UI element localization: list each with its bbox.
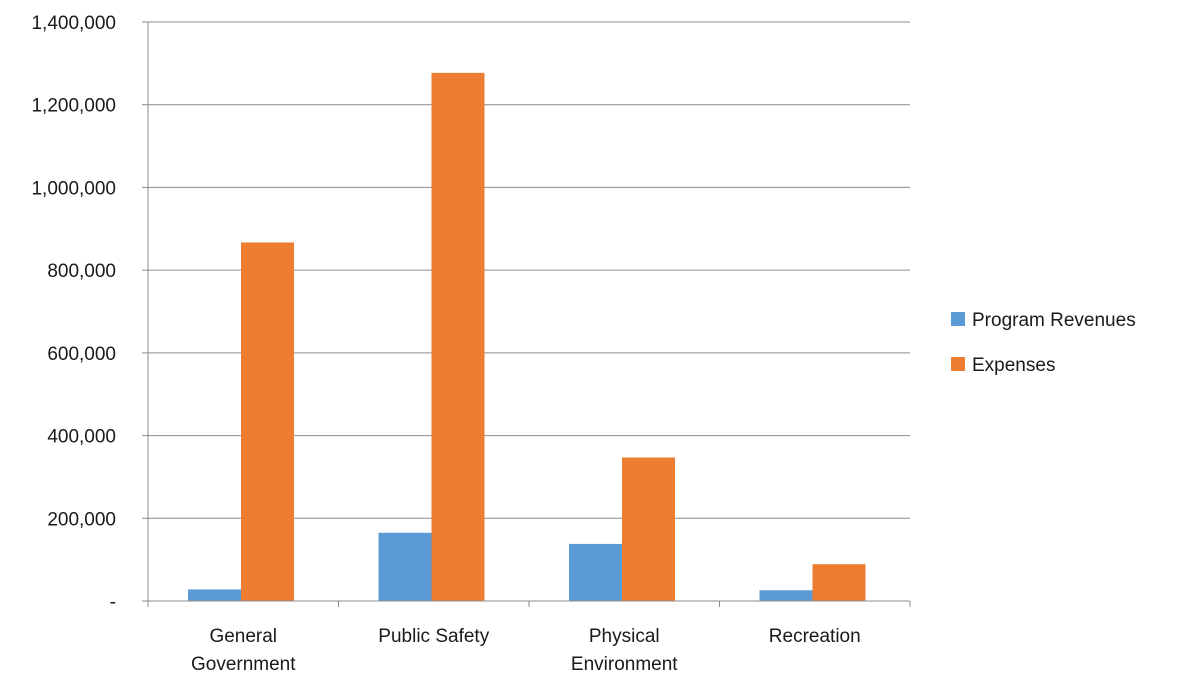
bar-program-revenues-3: [760, 590, 813, 601]
bar-expenses-1: [432, 73, 485, 601]
x-category-label: General: [209, 626, 277, 647]
y-tick-label: 400,000: [47, 427, 116, 448]
x-category-label: Environment: [571, 654, 678, 675]
x-category-label: Recreation: [769, 626, 861, 647]
y-tick-label: 1,000,000: [31, 178, 116, 199]
bar-program-revenues-2: [569, 544, 622, 601]
x-category-label: Physical: [589, 626, 660, 647]
bars: [188, 73, 866, 601]
y-tick-label: 800,000: [47, 261, 116, 282]
bar-program-revenues-1: [379, 533, 432, 601]
legend-swatch-0: [951, 312, 965, 326]
y-tick-label: 600,000: [47, 344, 116, 365]
x-category-labels: General Government Public Safety Physical En…: [191, 626, 861, 675]
x-category-label: Government: [191, 654, 296, 675]
y-tick-label: 1,200,000: [31, 96, 116, 117]
bar-expenses-3: [813, 564, 866, 601]
bar-program-revenues-0: [188, 589, 241, 601]
legend-label: Expenses: [972, 355, 1055, 376]
legend-swatch-1: [951, 357, 965, 371]
y-tick-label: -: [110, 592, 116, 613]
y-tick-label: 200,000: [47, 509, 116, 530]
bar-expenses-0: [241, 242, 294, 601]
y-tick-label: 1,400,000: [31, 13, 116, 34]
legend-label: Program Revenues: [972, 310, 1136, 331]
bar-expenses-2: [622, 457, 675, 601]
legend: Program Revenues Expenses: [951, 310, 1136, 376]
y-tick-labels: - 200,000 400,000 600,000 800,000 1,000,000 1,…: [31, 13, 116, 613]
x-category-label: Public Safety: [378, 626, 489, 647]
